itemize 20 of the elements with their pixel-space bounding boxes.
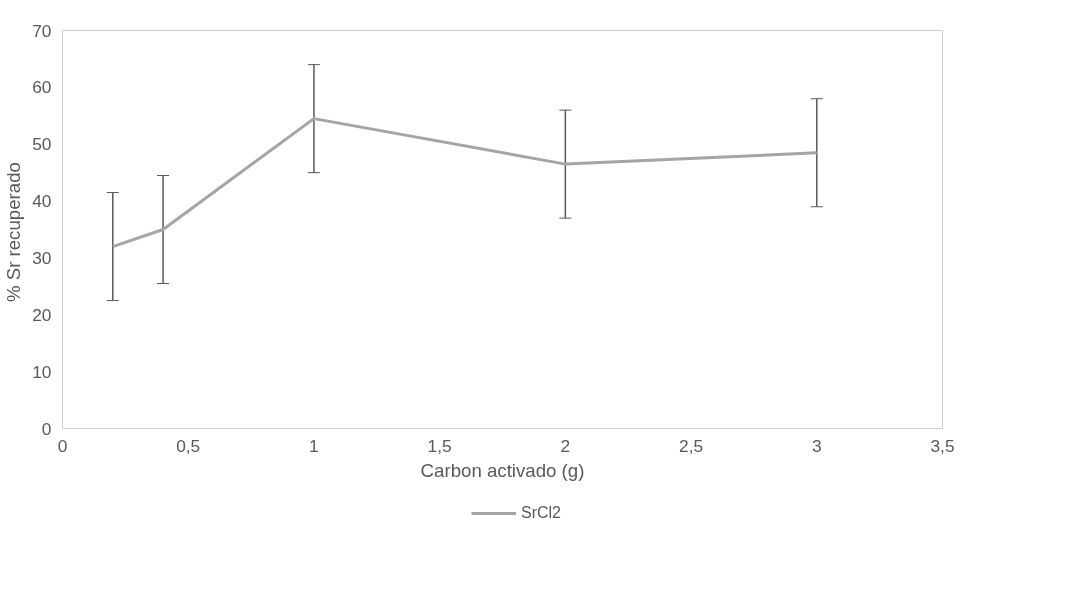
y-tick-label: 70 — [32, 20, 52, 41]
x-axis-title: Carbon activado (g) — [420, 459, 585, 481]
y-tick-label: 0 — [41, 418, 52, 439]
y-tick-label: 50 — [32, 134, 52, 155]
y-tick-label: 10 — [32, 361, 52, 382]
x-tick-label: 1,5 — [427, 435, 452, 456]
line-series — [111, 117, 819, 249]
x-tick-label: 3 — [811, 435, 822, 456]
x-tick-label: 1 — [309, 435, 319, 456]
y-tick-label: 30 — [32, 247, 52, 268]
x-tick-label: 3,5 — [930, 435, 955, 456]
y-axis-title: % Sr recuperado — [3, 162, 25, 303]
x-tick-label: 2,5 — [679, 435, 704, 456]
legend-label: SrCl2 — [520, 504, 562, 522]
x-tick-label: 2 — [560, 435, 571, 456]
y-tick-label: 40 — [32, 191, 52, 212]
y-tick-label: 60 — [32, 77, 52, 98]
x-tick-label: 0 — [57, 435, 68, 456]
x-tick-label: 0,5 — [176, 435, 201, 456]
y-tick-label: 20 — [32, 304, 52, 325]
